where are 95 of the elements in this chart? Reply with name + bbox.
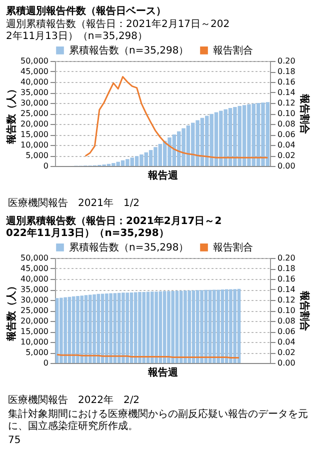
y-tick-label: 15,000	[20, 130, 48, 139]
y-tick-label: 0	[43, 358, 48, 368]
y2-tick-label: 0.14	[278, 285, 296, 294]
y2-tick-label: 0.02	[278, 348, 296, 357]
y-tick-label: 50,000	[20, 254, 48, 262]
bar	[134, 292, 138, 363]
text: 1/2	[123, 198, 140, 210]
legend-label: 報告割合	[213, 241, 253, 254]
y2-tick-label: 0.10	[278, 306, 296, 315]
bar	[60, 298, 63, 363]
y2-tick-label: 0.08	[278, 316, 296, 326]
bar	[64, 297, 67, 363]
y2-tick-label: 0.08	[278, 120, 296, 128]
y-tick-label: 30,000	[20, 296, 48, 304]
bar	[179, 290, 183, 363]
bar	[233, 289, 237, 363]
bar	[88, 294, 92, 363]
y-tick-label: 50,000	[20, 56, 48, 66]
y2-tick-label: 0.04	[278, 140, 296, 150]
y2-tick-label: 0.20	[278, 56, 296, 66]
legend-label: 累積報告数（n=35,298）	[69, 44, 189, 56]
y-tick-label: 25,000	[20, 109, 48, 118]
y-tick-label: 40,000	[20, 78, 48, 86]
y2-tick-label: 0.16	[278, 78, 296, 86]
y-tick-label: 0	[43, 162, 48, 170]
legend-label: 報告割合	[213, 44, 253, 56]
bar	[76, 296, 80, 363]
y2-tick-label: 0.14	[278, 88, 296, 97]
y2-tick-label: 0.00	[278, 358, 296, 368]
y2-tick-label: 0.00	[278, 162, 296, 170]
text: 集計対象期間における医療機関からの副反応疑い報告のデータを元に、国立感染症研究所作成。	[8, 409, 309, 433]
y2-axis-title: 報告割合	[298, 290, 310, 332]
chart-subtitle: 週別累積報告数（報告日：2021年2月17日～2022年11月13日）（n=35,298）	[6, 18, 230, 42]
text: 医療機関報告	[8, 198, 68, 210]
y-tick-label: 45,000	[20, 67, 48, 76]
y2-tick-label: 0.12	[278, 296, 296, 304]
bar	[216, 290, 220, 363]
y-tick-label: 5,000	[26, 151, 48, 160]
y2-axis-title: 報告割合	[298, 93, 310, 135]
y2-tick-label: 0.16	[278, 274, 296, 284]
y2-tick-label: 0.06	[278, 130, 296, 139]
y2-tick-label: 0.06	[278, 327, 296, 336]
y2-tick-label: 0.02	[278, 151, 296, 160]
y-tick-label: 35,000	[20, 285, 48, 294]
y2-tick-label: 0.18	[278, 67, 296, 76]
bar	[212, 290, 216, 363]
bar	[142, 292, 146, 363]
bar	[126, 292, 130, 363]
y-tick-label: 10,000	[20, 140, 48, 150]
bar	[184, 290, 187, 363]
text: 2022年	[78, 395, 114, 407]
bar	[188, 290, 192, 363]
bar	[167, 291, 170, 363]
bar	[154, 292, 158, 363]
y-axis-title: 報告数（人）	[6, 281, 18, 342]
chart-title: 累積週別報告件数（報告日ベース）	[5, 5, 166, 17]
bar	[196, 290, 200, 363]
y2-tick-label: 0.04	[278, 338, 296, 346]
bar	[229, 289, 232, 363]
text: 2/2	[123, 395, 140, 407]
bar	[171, 290, 174, 363]
bar	[150, 292, 154, 363]
y-tick-label: 20,000	[20, 316, 48, 326]
text: 2021年	[78, 198, 114, 210]
y-tick-label: 30,000	[20, 98, 48, 108]
y-tick-label: 5,000	[26, 348, 48, 357]
legend-label: 累積報告数（n=35,298）	[69, 241, 189, 254]
y-tick-label: 15,000	[20, 327, 48, 336]
y-tick-label: 45,000	[20, 264, 48, 273]
y2-tick-label: 0.20	[278, 254, 296, 262]
y-axis-title: 報告数（人）	[6, 84, 18, 145]
y2-tick-label: 0.18	[278, 264, 296, 273]
y2-tick-label: 0.10	[278, 109, 296, 118]
line-series	[84, 76, 268, 158]
y2-tick-label: 0.12	[278, 98, 296, 108]
y-tick-label: 20,000	[20, 120, 48, 128]
y-tick-label: 25,000	[20, 306, 48, 315]
y-tick-label: 10,000	[20, 338, 48, 346]
bar	[92, 294, 96, 363]
x-axis-title: 報告週	[147, 366, 179, 378]
bar	[105, 293, 108, 363]
bar	[109, 293, 112, 363]
bar	[80, 296, 84, 363]
bar	[138, 292, 142, 363]
y-tick-label: 40,000	[20, 274, 48, 284]
y-tick-label: 35,000	[20, 88, 48, 97]
bar	[237, 288, 241, 363]
bar	[55, 298, 59, 363]
bar	[122, 292, 125, 363]
bar	[200, 290, 204, 363]
chart-title: 週別累積報告数（報告日：2021年2月17日～2022年11月13日）（n=35,298）	[5, 215, 222, 239]
text: 医療機関報告	[8, 395, 68, 407]
text: 75	[8, 435, 21, 447]
bar	[72, 296, 76, 363]
x-axis-title: 報告週	[147, 170, 179, 182]
